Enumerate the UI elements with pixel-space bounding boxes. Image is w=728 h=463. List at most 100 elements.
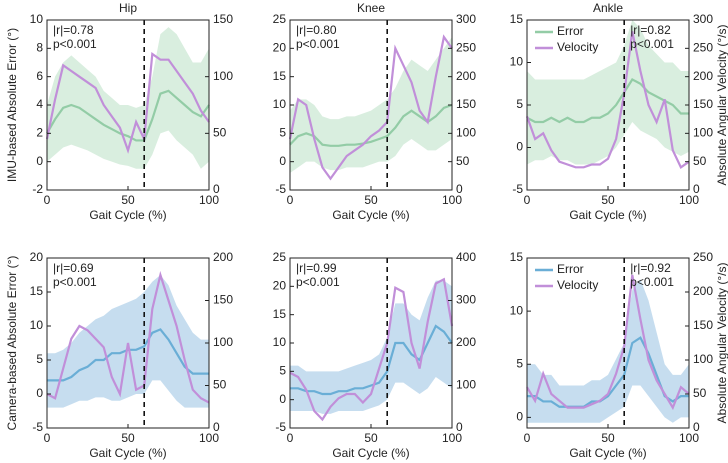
y2-tick-label: 200 bbox=[456, 335, 476, 349]
y2-tick-label: 150 bbox=[693, 97, 713, 111]
y-tick-label: 10 bbox=[273, 97, 287, 111]
y2-tick-label: 150 bbox=[456, 97, 476, 111]
y2-tick-label: 0 bbox=[213, 182, 220, 196]
y-tick-label: 10 bbox=[30, 318, 44, 332]
stat-annotation: |r|=0.78 bbox=[53, 23, 94, 37]
y-tick-label: 6 bbox=[36, 69, 43, 83]
y2-tick-label: 300 bbox=[456, 293, 476, 307]
y2-tick-label: 0 bbox=[693, 420, 700, 434]
y2-tick-label: 200 bbox=[693, 284, 713, 298]
stat-annotation: |r|=0.80 bbox=[296, 23, 337, 37]
y2-tick-label: 50 bbox=[693, 386, 707, 400]
y2-tick-label: 200 bbox=[456, 69, 476, 83]
y-tick-label: 0 bbox=[516, 410, 523, 424]
x-tick-label: 100 bbox=[199, 431, 219, 445]
y-tick-label: 0 bbox=[36, 154, 43, 168]
error-band bbox=[47, 27, 209, 169]
y-tick-label: 10 bbox=[30, 12, 44, 26]
y-tick-label: -5 bbox=[275, 420, 286, 434]
panel: 0 50 100-5051015050100150200250300AnkleGai… bbox=[510, 1, 728, 222]
x-tick-label: 50 bbox=[601, 193, 615, 207]
y-tick-label: -2 bbox=[32, 182, 43, 196]
velocity-line bbox=[46, 270, 210, 404]
legend-label: Velocity bbox=[557, 278, 598, 292]
y2-tick-label: 250 bbox=[693, 250, 713, 264]
panel: 0 50 100-50510152025050100150200250300Knee… bbox=[273, 1, 477, 222]
y-tick-label: -5 bbox=[512, 182, 523, 196]
y-tick-label: 15 bbox=[30, 284, 44, 298]
x-tick-label: 50 bbox=[121, 431, 135, 445]
legend-box bbox=[531, 261, 603, 295]
x-axis-label: Gait Cycle (%) bbox=[332, 446, 409, 460]
y-tick-label: 10 bbox=[510, 303, 524, 317]
error-band bbox=[527, 279, 689, 423]
y-tick-label: 4 bbox=[36, 97, 43, 111]
y-tick-label: 20 bbox=[30, 250, 44, 264]
y2-tick-label: 150 bbox=[693, 318, 713, 332]
y-tick-label: 0 bbox=[36, 386, 43, 400]
stat-annotation: p<0.001 bbox=[296, 37, 340, 51]
y2-tick-label: 50 bbox=[213, 126, 227, 140]
legend-box bbox=[531, 23, 603, 57]
x-tick-label: 100 bbox=[442, 431, 462, 445]
x-tick-label: 50 bbox=[364, 193, 378, 207]
y2-tick-label: 250 bbox=[693, 41, 713, 55]
x-tick-label: 50 bbox=[364, 431, 378, 445]
y2-tick-label: 100 bbox=[456, 126, 476, 140]
velocity-line bbox=[288, 34, 453, 181]
stat-annotation: |r|=0.99 bbox=[296, 261, 337, 275]
y2-tick-label: 0 bbox=[456, 420, 463, 434]
x-axis-label: Gait Cycle (%) bbox=[569, 208, 646, 222]
velocity-line bbox=[289, 277, 454, 422]
panel-title: Ankle bbox=[593, 1, 623, 15]
velocity-line bbox=[526, 274, 690, 411]
x-tick-label: 0 bbox=[44, 193, 51, 207]
y2-tick-label: 100 bbox=[693, 126, 713, 140]
y-tick-label: 5 bbox=[36, 352, 43, 366]
y2-tick-label: 50 bbox=[213, 378, 227, 392]
y-tick-label: 15 bbox=[273, 307, 287, 321]
y-tick-label: 25 bbox=[273, 12, 287, 26]
stat-annotation: |r|=0.69 bbox=[53, 261, 94, 275]
y-tick-label: -5 bbox=[32, 420, 43, 434]
error-band bbox=[290, 37, 452, 173]
y-tick-label: 10 bbox=[273, 335, 287, 349]
y2-tick-label: 400 bbox=[456, 250, 476, 264]
x-axis-label: Gait Cycle (%) bbox=[569, 446, 646, 460]
panel-title: Hip bbox=[119, 1, 137, 15]
error-band bbox=[527, 20, 689, 165]
error-line bbox=[46, 89, 210, 142]
x-tick-label: 50 bbox=[601, 431, 615, 445]
y-tick-label: 5 bbox=[279, 126, 286, 140]
y2-axis-label: Absolute Angular Velocity (°/s) bbox=[715, 263, 728, 424]
y2-tick-label: 50 bbox=[693, 154, 707, 168]
stat-annotation: p<0.001 bbox=[630, 275, 674, 289]
stat-annotation: |r|=0.92 bbox=[630, 261, 671, 275]
y2-tick-label: 200 bbox=[693, 69, 713, 83]
legend-label: Error bbox=[557, 262, 584, 276]
x-tick-label: 50 bbox=[121, 193, 135, 207]
y-tick-label: 15 bbox=[510, 250, 524, 264]
y-tick-label: 5 bbox=[279, 364, 286, 378]
y-tick-label: 0 bbox=[279, 392, 286, 406]
x-tick-label: 0 bbox=[44, 431, 51, 445]
x-tick-label: 0 bbox=[287, 431, 294, 445]
y-tick-label: -5 bbox=[275, 182, 286, 196]
y2-axis-label: Absolute Angular Velocity (°/s) bbox=[715, 25, 728, 186]
error-line bbox=[526, 78, 689, 124]
x-tick-label: 0 bbox=[287, 193, 294, 207]
y-tick-label: 0 bbox=[279, 154, 286, 168]
y2-tick-label: 200 bbox=[213, 250, 233, 264]
y-tick-label: 20 bbox=[273, 41, 287, 55]
y-tick-label: 10 bbox=[510, 55, 524, 69]
stat-annotation: p<0.001 bbox=[296, 275, 340, 289]
stat-annotation: p<0.001 bbox=[53, 37, 97, 51]
x-tick-label: 100 bbox=[442, 193, 462, 207]
y2-tick-label: 300 bbox=[693, 12, 713, 26]
y-tick-label: 0 bbox=[516, 140, 523, 154]
stat-annotation: p<0.001 bbox=[53, 275, 97, 289]
